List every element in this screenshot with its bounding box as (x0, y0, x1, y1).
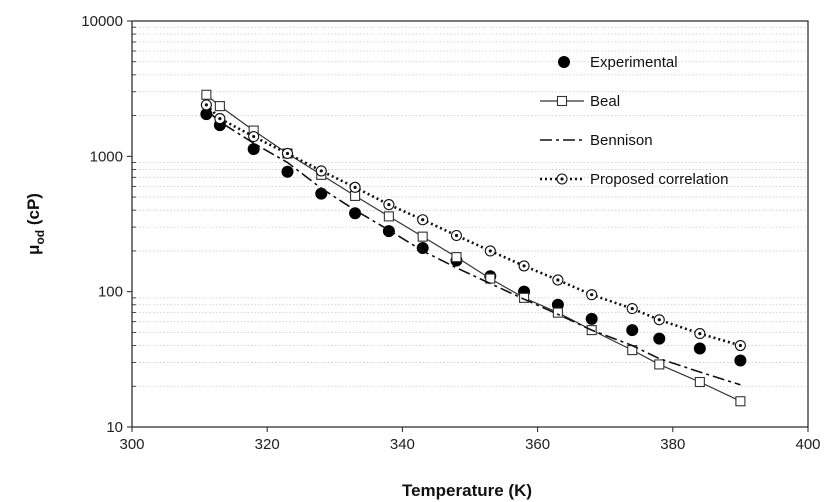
marker-dot (387, 202, 391, 207)
x-tick-label: 300 (119, 436, 144, 453)
x-tick-label: 340 (390, 436, 415, 453)
legend-label: Beal (590, 93, 620, 110)
marker-dot (252, 134, 256, 139)
data-point (315, 165, 327, 177)
series-beal (201, 89, 746, 407)
marker-dot (698, 331, 702, 336)
data-point (626, 303, 638, 315)
data-point (552, 307, 563, 318)
data-point (626, 324, 639, 337)
marker-dot (218, 117, 222, 121)
data-point (247, 143, 260, 156)
data-point (694, 376, 705, 388)
legend-marker (556, 173, 568, 185)
legend-marker (556, 95, 568, 107)
series-line (205, 103, 741, 347)
series-experimental (200, 108, 747, 367)
data-point (585, 312, 598, 325)
series-line (206, 94, 741, 402)
y-tick-label: 10 (106, 419, 123, 436)
x-tick-label: 320 (255, 436, 280, 453)
marker-dot (488, 249, 492, 253)
x-axis: 300 320 340 360 380 400 (119, 427, 821, 453)
data-point (248, 131, 260, 143)
data-point (201, 89, 212, 100)
data-point (281, 147, 294, 160)
data-point (214, 101, 225, 112)
data-point (586, 289, 598, 301)
data-point (214, 113, 226, 125)
data-point (694, 328, 706, 340)
marker-dot (556, 278, 560, 282)
data-point (349, 181, 361, 193)
y-axis: 10 100 1000 10000 (81, 13, 136, 436)
data-point (653, 314, 665, 326)
data-point (450, 229, 463, 242)
data-point (735, 396, 746, 407)
data-point (315, 187, 328, 200)
marker-dot (657, 318, 661, 322)
legend: Experimental Beal Bennison Proposed correla… (540, 54, 728, 188)
data-point (552, 274, 564, 286)
x-axis-title: Temperature (K) (402, 481, 532, 500)
data-point (451, 252, 462, 263)
legend-label: Bennison (590, 132, 653, 149)
marker-dot (454, 233, 459, 238)
x-tick-label: 380 (660, 436, 685, 453)
legend-item: Beal (540, 93, 620, 110)
data-point (693, 342, 706, 355)
data-point (383, 199, 395, 211)
y-tick-label: 1000 (90, 148, 123, 165)
grid-lines (132, 26, 808, 387)
marker-dot (319, 169, 323, 173)
legend-item: Proposed correlation (540, 171, 728, 188)
data-point (518, 260, 530, 272)
marker-dot (560, 177, 564, 181)
data-point (654, 359, 665, 370)
marker-dot (590, 293, 594, 297)
y-tick-label: 10000 (81, 13, 123, 30)
y-axis-title-subscript: od (33, 230, 47, 245)
plot-border (131, 20, 809, 428)
y-axis-title-unit: (cP) (24, 193, 43, 230)
y-axis-title-symbol: μ (24, 245, 43, 255)
marker-dot (285, 151, 290, 156)
legend-item: Experimental (558, 54, 678, 71)
y-tick-label: 100 (98, 284, 123, 301)
data-point (484, 245, 496, 257)
marker-dot (738, 343, 743, 348)
series-layer (200, 89, 747, 407)
legend-label: Proposed correlation (590, 171, 728, 188)
legend-label: Experimental (590, 54, 678, 71)
data-point (417, 214, 429, 226)
data-point (416, 242, 429, 255)
marker-dot (204, 103, 208, 107)
data-point (200, 99, 212, 111)
data-point (734, 339, 746, 352)
legend-item: Bennison (540, 132, 653, 149)
marker-dot (630, 306, 634, 311)
x-tick-label: 360 (525, 436, 550, 453)
data-point (349, 207, 362, 220)
data-point (653, 332, 666, 345)
series-proposed-correlation (200, 99, 746, 352)
data-point (200, 108, 213, 121)
marker-dot (353, 185, 357, 189)
data-point (383, 211, 394, 222)
data-point (281, 165, 294, 178)
marker-dot (421, 218, 425, 222)
data-point (734, 354, 747, 367)
x-tick-label: 400 (795, 436, 820, 453)
data-point (519, 292, 530, 303)
legend-marker (558, 56, 570, 68)
plot-area (131, 20, 809, 428)
data-point (417, 231, 428, 242)
marker-dot (522, 264, 526, 268)
y-axis-title: μod (cP) (24, 193, 47, 255)
